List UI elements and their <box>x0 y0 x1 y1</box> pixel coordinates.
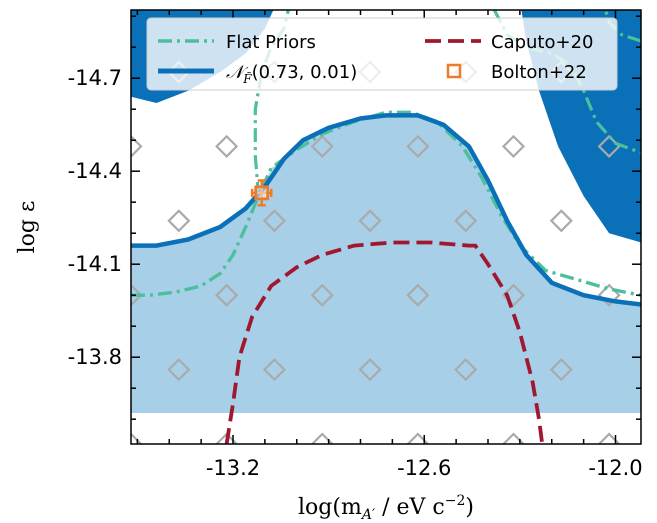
grid-marker-offset <box>262 209 286 233</box>
grid-marker-offset <box>549 358 573 382</box>
grid-marker <box>599 0 619 8</box>
y-tick-label: -14.1 <box>68 252 122 276</box>
y-axis-label: log ε <box>15 201 40 254</box>
grid-marker <box>408 0 428 8</box>
legend-gauss-args: (0.73, 0.01) <box>252 62 358 83</box>
grid-marker <box>215 134 239 158</box>
grid-marker <box>312 0 332 8</box>
y-tick-label: -13.8 <box>68 345 122 369</box>
grid-marker-offset <box>549 209 573 233</box>
grid-marker <box>217 0 237 8</box>
bolton-marker <box>250 179 273 207</box>
grid-marker <box>504 0 524 8</box>
grid-marker <box>406 283 430 307</box>
x-axis-label-rest: / eV c <box>375 495 445 520</box>
legend: Flat Priors Caputo+20 𝒩F̃(0.73, 0.01) Bo… <box>146 17 618 91</box>
grid-marker <box>501 134 526 158</box>
grid-marker-offset <box>167 358 191 382</box>
x-tick-label: -13.2 <box>206 456 260 480</box>
grid-marker-offset <box>358 358 382 382</box>
gaussian-outer-region <box>131 115 641 414</box>
grid-marker-offset <box>454 209 478 233</box>
axis-ticks <box>131 10 641 444</box>
grid-marker <box>215 283 239 307</box>
x-tick-label: -12.6 <box>397 456 451 480</box>
x-axis-label-sup: −2 <box>445 493 466 509</box>
grid-marker <box>310 134 334 158</box>
caputo-contour <box>224 240 545 444</box>
x-axis-label-main: log(m <box>298 495 362 520</box>
legend-caputo-label: Caputo+20 <box>491 32 594 53</box>
grid-marker <box>501 283 526 307</box>
legend-bolton-label: Bolton+22 <box>491 62 587 83</box>
legend-bolton-marker <box>446 63 462 79</box>
grid-marker-offset <box>454 358 478 382</box>
grid-marker-offset <box>262 358 286 382</box>
grid-marker-offset <box>167 209 191 233</box>
x-axis-label-sub: A′ <box>360 507 376 523</box>
y-tick-label: -14.4 <box>68 159 122 183</box>
x-axis-label-close: ) <box>465 495 474 520</box>
tick-labels: -13.2 -12.6 -12.0 -13.8 -14.1 -14.4 -14.7 <box>68 66 643 480</box>
grid-marker <box>131 283 143 307</box>
plot-frame <box>130 9 642 445</box>
legend-box <box>146 17 618 91</box>
bolton-point <box>254 185 270 201</box>
legend-gauss-sub: F̃ <box>242 71 252 86</box>
y-tick-label: -14.7 <box>68 66 122 90</box>
x-axis-label: log(mA′ / eV c−2) <box>298 493 474 523</box>
grid-marker <box>310 283 334 307</box>
x-tick-label: -12.0 <box>588 456 642 480</box>
grid-marker <box>131 134 143 158</box>
legend-flat-label: Flat Priors <box>226 32 316 53</box>
grid-marker <box>121 0 141 8</box>
gaussian-contour <box>131 113 641 307</box>
grid-marker-offset <box>358 209 382 233</box>
grid-marker <box>406 134 430 158</box>
